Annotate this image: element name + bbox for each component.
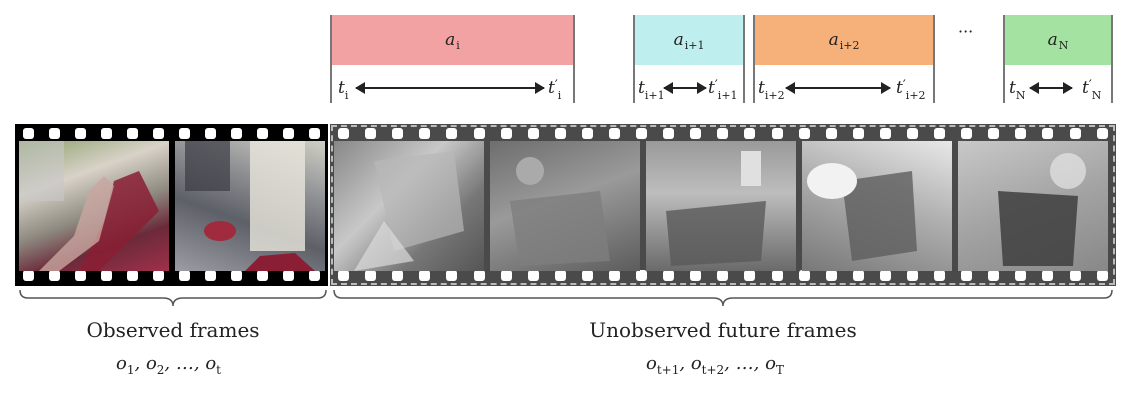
observed-frames-label: Observed frames: [86, 318, 260, 342]
unobserved-symbols: ot+1, ot+2, …, oT: [646, 353, 784, 377]
label-t-prime-n: t′N: [1082, 78, 1102, 102]
label-t-prime-i: t′i: [548, 78, 562, 102]
action-symbol: a: [673, 30, 684, 50]
sprocket-holes-bottom: [15, 270, 328, 282]
unobserved-frames-label: Unobserved future frames: [589, 318, 857, 342]
label-t-i+2: ti+2: [758, 78, 785, 102]
ellipsis: ···: [958, 22, 974, 41]
duration-arrow-a-i: [355, 82, 545, 94]
unobserved-brace: [333, 289, 1113, 307]
future-frame-2: [490, 141, 640, 271]
tick-t-prime-i+2: [933, 15, 935, 103]
tick-t-prime-i+1: [743, 15, 745, 103]
future-frame-1: [334, 141, 484, 271]
tick-t-prime-n: [1111, 15, 1113, 103]
hand-icon: [19, 141, 159, 271]
observed-symbols: o1, o2, …, ot: [116, 353, 221, 377]
label-t-i: ti: [338, 78, 349, 102]
label-t-n: tN: [1009, 78, 1026, 102]
tick-t-i: [330, 15, 332, 103]
observed-frame-1: [19, 141, 169, 271]
duration-arrow-a-i+1: [663, 82, 707, 94]
tick-t-i+2: [753, 15, 755, 103]
tick-t-n: [1003, 15, 1005, 103]
observed-frame-2: [175, 141, 325, 271]
label-t-prime-i+2: t′i+2: [896, 78, 926, 102]
action-box-a-i+1: a i+1: [634, 15, 744, 65]
sprocket-holes-top: [330, 128, 1116, 140]
tick-t-prime-i: [573, 15, 575, 103]
label-t-prime-i+1: t′i+1: [708, 78, 738, 102]
duration-arrow-a-n: [1029, 82, 1073, 94]
sprocket-holes-top: [15, 128, 328, 140]
action-symbol: a: [828, 30, 839, 50]
observed-brace: [19, 289, 327, 307]
future-frame-3: [646, 141, 796, 271]
duration-arrow-a-i+2: [785, 82, 891, 94]
doorway-icon: [185, 141, 315, 271]
action-symbol: a: [445, 30, 456, 50]
tick-t-i+1: [633, 15, 635, 103]
action-box-a-i+2: a i+2: [754, 15, 934, 65]
future-frame-5: [958, 141, 1108, 271]
sprocket-holes-bottom: [330, 270, 1116, 282]
action-symbol: a: [1047, 30, 1058, 50]
label-t-i+1: ti+1: [638, 78, 665, 102]
future-frame-4: [802, 141, 952, 271]
